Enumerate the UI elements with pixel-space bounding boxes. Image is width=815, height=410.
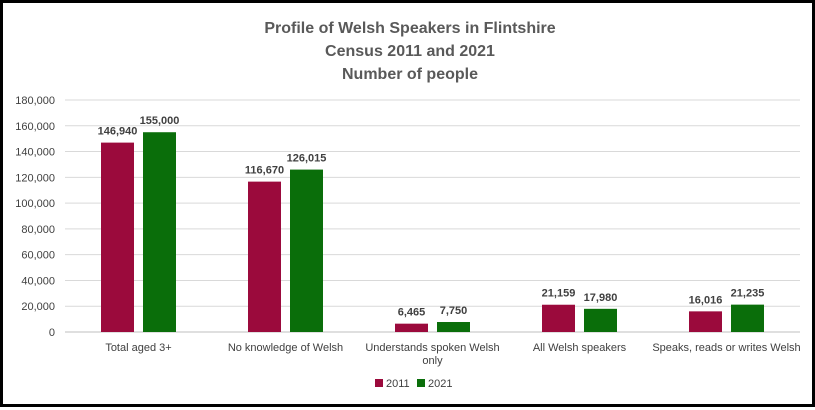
- legend-label: 2011: [386, 378, 410, 390]
- legend-swatch-2011: [375, 379, 383, 387]
- data-label: 116,670: [245, 165, 284, 177]
- category-label: No knowledge of Welsh: [228, 342, 343, 354]
- bar-2011: [101, 142, 134, 332]
- y-tick-label: 120,000: [15, 172, 55, 184]
- category-label: All Welsh speakers: [533, 342, 627, 354]
- bar-2011: [689, 311, 722, 332]
- data-label: 21,235: [731, 288, 765, 300]
- y-tick-label: 100,000: [15, 198, 55, 210]
- bar-2021: [143, 132, 176, 332]
- data-label: 126,015: [287, 153, 327, 165]
- data-label: 16,016: [689, 294, 723, 306]
- bar-2011: [542, 304, 575, 332]
- gridlines: [65, 99, 800, 333]
- data-label: 7,750: [440, 305, 468, 317]
- bar-2021: [731, 304, 764, 332]
- y-tick-label: 180,000: [15, 95, 55, 107]
- y-tick-label: 80,000: [21, 224, 55, 236]
- chart-title: Profile of Welsh Speakers in Flintshire C…: [264, 20, 555, 83]
- category-label: Understands spoken Welsh: [365, 342, 499, 354]
- bar-2021: [437, 322, 470, 332]
- category-label: only: [422, 355, 443, 367]
- legend-label: 2021: [428, 378, 452, 390]
- y-tick-label: 140,000: [15, 147, 55, 159]
- chart-title-line: Census 2011 and 2021: [325, 43, 495, 60]
- chart-title-line: Number of people: [342, 66, 478, 83]
- bar-2011: [248, 181, 281, 332]
- bars: [101, 132, 764, 332]
- data-label: 146,940: [98, 126, 138, 138]
- bar-chart: Profile of Welsh Speakers in Flintshire C…: [15, 20, 800, 390]
- data-label: 17,980: [584, 292, 618, 304]
- chart-title-line: Profile of Welsh Speakers in Flintshire: [264, 20, 555, 37]
- y-tick-label: 0: [49, 327, 55, 339]
- y-tick-label: 40,000: [21, 275, 55, 287]
- data-label: 6,465: [398, 307, 426, 319]
- bar-2011: [395, 323, 428, 332]
- y-axis-ticks: 0 20,000 40,000 60,000 80,000 100,000 120,000 1…: [15, 95, 55, 339]
- bar-2021: [290, 169, 323, 332]
- legend: 2011 2021: [375, 378, 452, 390]
- y-tick-label: 20,000: [21, 301, 55, 313]
- category-label: Speaks, reads or writes Welsh: [652, 342, 800, 354]
- category-label: Total aged 3+: [105, 342, 171, 354]
- x-axis-categories: Total aged 3+ No knowledge of Welsh Unders…: [105, 342, 800, 367]
- y-tick-label: 60,000: [21, 250, 55, 262]
- data-label: 155,000: [140, 115, 180, 127]
- data-label: 21,159: [542, 288, 576, 300]
- y-tick-label: 160,000: [15, 121, 55, 133]
- bar-2021: [584, 308, 617, 332]
- legend-swatch-2021: [417, 379, 425, 387]
